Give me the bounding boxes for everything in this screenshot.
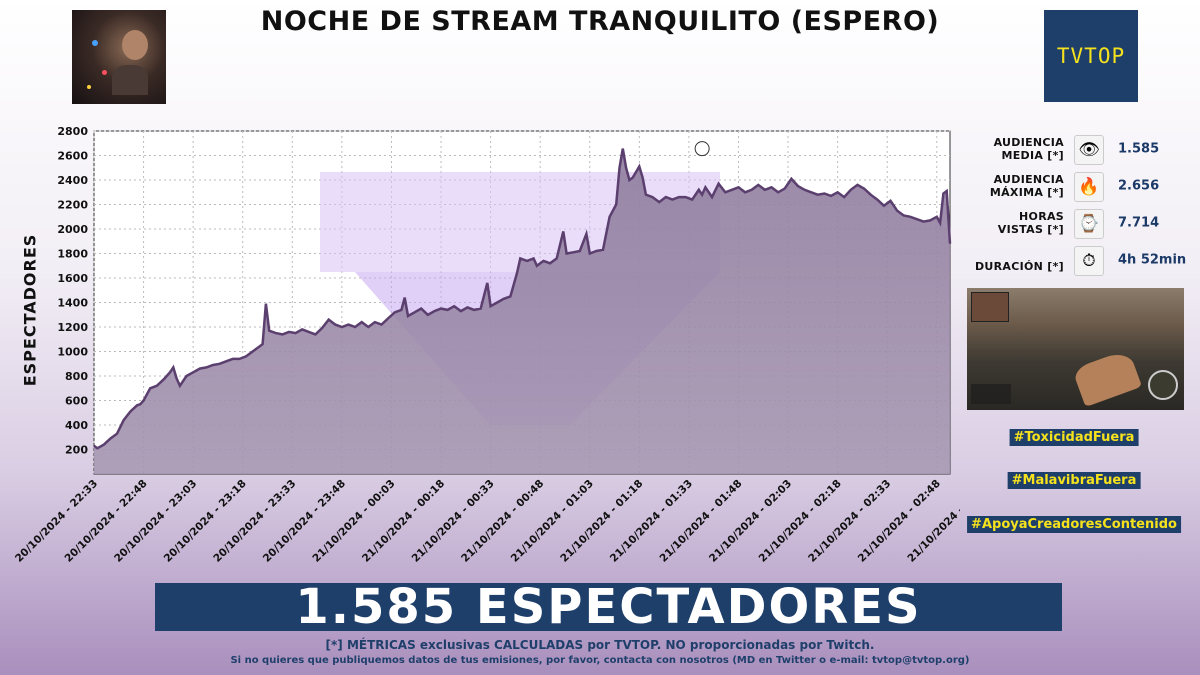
y-tick-label: 1000 (57, 346, 88, 359)
x-tick-label: 21/10/2024 - 01:03 (509, 478, 596, 565)
viewers-chart: 200 400 600 800 1000 1200 1400 1600 1800 2000 2200… (13, 125, 960, 565)
average-viewers-banner: 1.585 ESPECTADORES (155, 583, 1062, 631)
tvtop-logo: TVTOP (1044, 10, 1138, 102)
webcam-overlay (971, 292, 1009, 322)
game-character-arm (1071, 348, 1143, 408)
fire-icon: 🔥 (1074, 172, 1104, 202)
y-tick-label: 400 (65, 419, 88, 432)
page-title: NOCHE DE STREAM TRANQUILITO (ESPERO) (260, 6, 940, 37)
y-tick-label: 2000 (57, 223, 88, 236)
x-tick-label: 20/10/2024 - 23:48 (261, 478, 348, 565)
stat-value: 7.714 (1118, 215, 1160, 231)
y-axis-label: ESPECTADORES (20, 233, 40, 387)
peak-marker (694, 141, 710, 157)
stat-label: AUDIENCIA MÁXIMA [*] (989, 173, 1064, 199)
eye-icon: 👁 (1074, 135, 1104, 165)
x-tick-label: 20/10/2024 - 22:48 (63, 478, 150, 565)
watch-icon: ⌚ (1074, 209, 1104, 239)
y-tick-label: 2200 (57, 199, 88, 212)
banner-text: 1.585 ESPECTADORES (295, 579, 922, 635)
x-tick-label: 21/10/2024 - 00:33 (410, 478, 497, 565)
hashtag-toxicidad: #ToxicidadFuera (1009, 429, 1139, 446)
game-hud (971, 384, 1011, 404)
stat-average-audience: AUDIENCIA MEDIA [*] 👁 1.585 (960, 132, 1192, 166)
y-tick-label: 1400 (57, 297, 88, 310)
stat-label: AUDIENCIA MEDIA [*] (993, 136, 1064, 162)
x-tick-label: 21/10/2024 - 01:48 (657, 478, 744, 565)
x-tick-label: 20/10/2024 - 23:18 (162, 478, 249, 565)
x-tick-label: 21/10/2024 - 02:03 (707, 478, 794, 565)
hashtag-malavibra: #MalavibraFuera (1007, 472, 1141, 489)
y-tick-label: 1800 (57, 248, 88, 261)
x-tick-label: 20/10/2024 - 22:33 (13, 478, 100, 565)
x-tick-label: 21/10/2024 - 02:18 (757, 478, 844, 565)
y-tick-label: 2800 (57, 125, 88, 138)
x-tick-label: 21/10/2024 - 01:18 (558, 478, 645, 565)
x-tick-label: 21/10/2024 - 02:48 (856, 478, 943, 565)
y-tick-label: 2600 (57, 150, 88, 163)
x-tick-label: 21/10/2024 - 02:33 (806, 478, 893, 565)
y-tick-label: 1600 (57, 272, 88, 285)
stat-value: 1.585 (1118, 141, 1160, 157)
minimap-icon (1148, 370, 1178, 400)
x-tick-label: 21/10/2024 - 00:18 (360, 478, 447, 565)
series-line (93, 148, 952, 450)
y-tick-label: 2400 (57, 174, 88, 187)
footer-disclaimer: [*] MÉTRICAS exclusivas CALCULADAS por T… (325, 638, 875, 652)
logo-text: TVTOP (1056, 44, 1126, 68)
x-tick-label: 20/10/2024 - 23:03 (112, 478, 199, 565)
stat-label: DURACIÓN [*] (974, 260, 1064, 273)
y-tick-label: 200 (65, 444, 88, 457)
y-tick-label: 800 (65, 370, 88, 383)
hashtag-apoya-creadores: #ApoyaCreadoresContenido (967, 516, 1181, 533)
stat-value: 4h 52min (1118, 252, 1187, 268)
streamer-avatar (72, 10, 166, 104)
stat-max-audience: AUDIENCIA MÁXIMA [*] 🔥 2.656 (960, 169, 1192, 203)
stat-label: HORAS VISTAS [*] (997, 210, 1064, 236)
footer-contact: Si no quieres que publiquemos datos de t… (230, 655, 970, 666)
x-tick-label: 21/10/2024 - 00:03 (310, 478, 397, 565)
stat-hours-watched: HORAS VISTAS [*] ⌚ 7.714 (960, 206, 1192, 240)
x-tick-label: 20/10/2024 - 23:33 (211, 478, 298, 565)
stat-value: 2.656 (1118, 178, 1160, 194)
x-tick-label: 21/10/2024 - 00:48 (459, 478, 546, 565)
x-tick-label: 21/10/2024 - 01:33 (608, 478, 695, 565)
stream-thumbnail (967, 288, 1184, 410)
area-fill (94, 148, 950, 474)
y-tick-label: 600 (65, 395, 88, 408)
stopwatch-icon: ⏱ (1074, 246, 1104, 276)
stat-duration: DURACIÓN [*] ⏱ 4h 52min (960, 243, 1192, 277)
y-axis: 200 400 600 800 1000 1200 1400 1600 1800 2000 2200… (57, 125, 88, 457)
y-tick-label: 1200 (57, 321, 88, 334)
